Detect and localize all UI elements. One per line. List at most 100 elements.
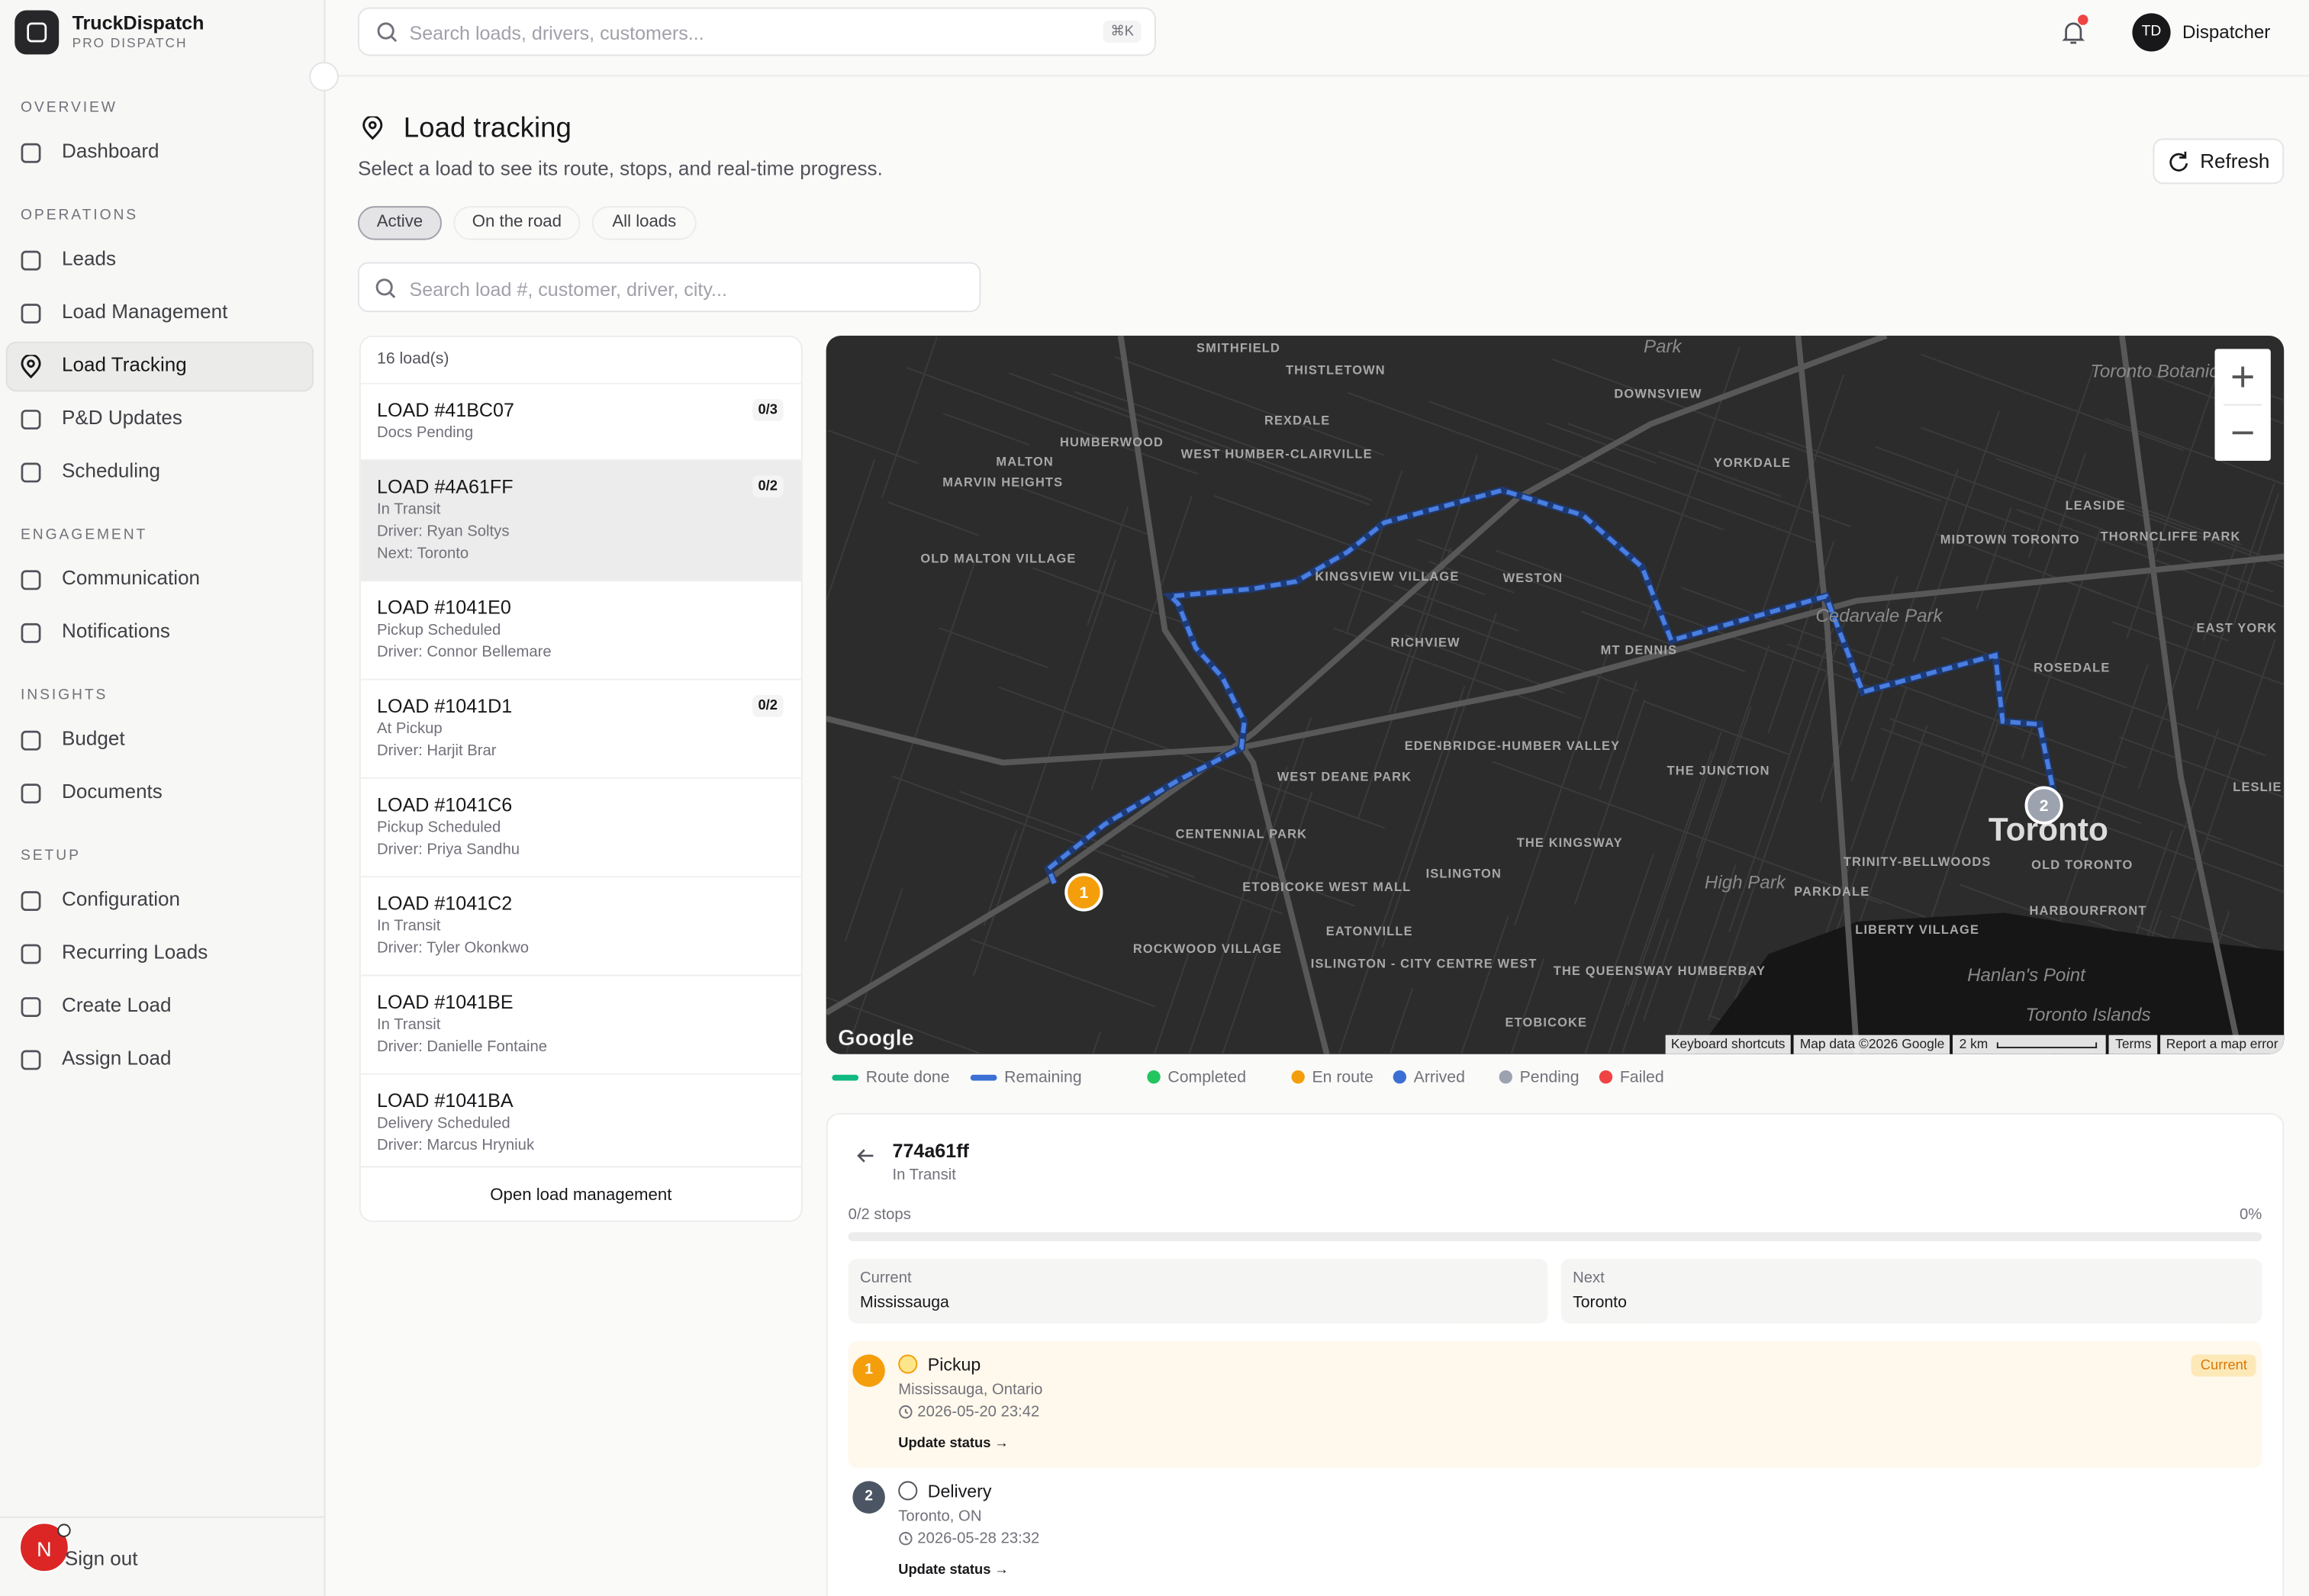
stop-marker-number: 1 bbox=[1079, 884, 1088, 902]
filter-pill[interactable]: On the road bbox=[453, 206, 581, 240]
attribution-item[interactable]: Map data ©2026 Google bbox=[1794, 1035, 1951, 1054]
street bbox=[2111, 621, 2285, 686]
nav-item[interactable]: Scheduling bbox=[62, 459, 160, 482]
street bbox=[2196, 483, 2275, 710]
street bbox=[1074, 391, 1373, 501]
nav-item[interactable]: Configuration bbox=[62, 887, 181, 910]
load-progress: 0/2 bbox=[752, 694, 784, 717]
load-id: LOAD #1041BE bbox=[377, 990, 514, 1013]
nav-item[interactable]: Budget bbox=[62, 727, 125, 750]
stop-number: 2 bbox=[852, 1481, 885, 1514]
collapse-button[interactable] bbox=[309, 62, 339, 92]
stop-number: 1 bbox=[852, 1354, 885, 1387]
user-initials[interactable]: TD bbox=[2132, 13, 2171, 52]
load-row[interactable]: LOAD #1041D1 0/2 At Pickup Driver: Harjit B… bbox=[360, 680, 801, 779]
load-search[interactable]: Search load #, customer, driver, city... bbox=[357, 262, 981, 313]
load-detail-panel: 774a61ff In Transit 0/2 stops 0% Current Miss… bbox=[826, 1112, 2285, 1596]
stop-type: Pickup bbox=[927, 1354, 981, 1376]
legend-swatch bbox=[1147, 1070, 1161, 1084]
sign-out[interactable]: Sign out bbox=[64, 1547, 138, 1570]
map-label: THORNCLIFFE PARK bbox=[2101, 530, 2241, 544]
load-progress: 0/2 bbox=[752, 475, 784, 498]
open-load-management[interactable]: Open load management bbox=[490, 1186, 672, 1205]
street bbox=[1880, 727, 2142, 825]
icon-shape bbox=[904, 1535, 909, 1541]
street bbox=[1707, 614, 1848, 1022]
icon-shape bbox=[21, 997, 41, 1017]
load-row[interactable]: LOAD #41BC07 0/3 Docs Pending bbox=[360, 384, 801, 462]
card-value: Toronto bbox=[1573, 1294, 1627, 1312]
nav-item[interactable]: Dashboard bbox=[62, 140, 159, 162]
nav-item[interactable]: Load Management bbox=[62, 300, 228, 323]
load-row[interactable]: LOAD #4A61FF 0/2 In Transit Driver: Ryan So… bbox=[360, 461, 801, 582]
refresh-button[interactable]: Refresh bbox=[2153, 138, 2285, 185]
street bbox=[1850, 687, 1908, 851]
street bbox=[972, 559, 1117, 977]
load-detail: At Pickup bbox=[377, 719, 443, 738]
nav-item[interactable]: Assign Load bbox=[62, 1047, 172, 1070]
map-label: YORKDALE bbox=[1714, 456, 1791, 470]
map-label: WEST DEANE PARK bbox=[1277, 770, 1412, 784]
nav-item[interactable]: Create Load bbox=[62, 993, 172, 1016]
load-detail: Driver: Ryan Soltys bbox=[377, 523, 510, 541]
load-row[interactable]: LOAD #1041E0 Pickup Scheduled Driver: Conn… bbox=[360, 581, 801, 681]
load-row[interactable]: LOAD #1041C6 Pickup Scheduled Driver: Priy… bbox=[360, 778, 801, 878]
attribution-item[interactable]: Keyboard shortcuts bbox=[1665, 1035, 1792, 1054]
street bbox=[1357, 547, 1452, 818]
icon-shape bbox=[377, 22, 394, 40]
attribution-item[interactable]: Report a map error bbox=[2160, 1035, 2285, 1054]
nav-item[interactable]: P&D Updates bbox=[62, 406, 182, 429]
icon-shape bbox=[27, 22, 47, 43]
nav-item[interactable]: Notifications bbox=[62, 619, 170, 642]
street bbox=[1115, 356, 1384, 456]
attribution-item[interactable]: Terms bbox=[2109, 1035, 2158, 1054]
street bbox=[1338, 685, 1466, 1054]
load-row[interactable]: LOAD #1041BA Delivery Scheduled Driver: Ma… bbox=[360, 1074, 801, 1166]
street bbox=[2118, 736, 2285, 799]
next-card: Next Toronto bbox=[1560, 1259, 2262, 1324]
street bbox=[1728, 627, 1834, 933]
street bbox=[2105, 418, 2285, 485]
load-id: LOAD #41BC07 bbox=[377, 398, 514, 421]
street bbox=[906, 366, 1199, 475]
highway bbox=[2119, 336, 2243, 1054]
zoom-controls[interactable] bbox=[2214, 349, 2271, 462]
street bbox=[939, 627, 1049, 669]
section-title: ENGAGEMENT bbox=[21, 526, 148, 544]
stop-time: 2026-05-28 23:32 bbox=[917, 1530, 1040, 1548]
notification-dot bbox=[2078, 14, 2088, 25]
nav-item[interactable]: Leads bbox=[62, 247, 117, 270]
icon-shape bbox=[21, 944, 41, 964]
filter-pill[interactable]: All loads bbox=[591, 206, 697, 240]
load-row[interactable]: LOAD #1041BE In Transit Driver: Danielle F… bbox=[360, 976, 801, 1075]
scale-bar bbox=[1997, 1042, 2098, 1049]
stop-location: Toronto, ON bbox=[898, 1508, 982, 1526]
nav-item[interactable]: Recurring Loads bbox=[62, 941, 208, 964]
nav-item[interactable]: Communication bbox=[62, 566, 201, 589]
shortcut-hint: ⌘K bbox=[1103, 21, 1142, 43]
nav-item[interactable]: Load Tracking bbox=[62, 353, 187, 376]
back-button bbox=[857, 1149, 874, 1163]
global-search[interactable]: Search loads, drivers, customers... ⌘K bbox=[357, 7, 1156, 56]
current-card: Current Mississauga bbox=[848, 1259, 1548, 1324]
street bbox=[1346, 470, 1403, 632]
nav-item[interactable]: Documents bbox=[62, 780, 163, 803]
map-label: RICHVIEW bbox=[1390, 636, 1460, 650]
map-attribution: Keyboard shortcuts Map data ©2026 Google 2… bbox=[1665, 1035, 2285, 1054]
load-count: 16 load(s) bbox=[377, 350, 449, 368]
map-label: WEST HUMBER-CLAIRVILLE bbox=[1181, 448, 1373, 462]
map-label: MIDTOWN TORONTO bbox=[1940, 533, 2080, 547]
filter-pill[interactable]: Active bbox=[357, 206, 442, 240]
user-avatar: N bbox=[19, 1522, 69, 1573]
load-detail: Delivery Scheduled bbox=[377, 1114, 510, 1133]
legend-swatch bbox=[1499, 1070, 1512, 1084]
stop-location: Mississauga, Ontario bbox=[898, 1381, 1043, 1399]
update-status[interactable]: Update status → bbox=[898, 1435, 1009, 1452]
icon bbox=[21, 462, 41, 483]
update-status[interactable]: Update status → bbox=[898, 1562, 1009, 1578]
map-label: Toronto Islands bbox=[2026, 1005, 2151, 1025]
street bbox=[998, 686, 1386, 829]
street bbox=[1607, 751, 1713, 1054]
load-row[interactable]: LOAD #1041C2 In Transit Driver: Tyler Okon… bbox=[360, 877, 801, 977]
icon bbox=[21, 623, 41, 643]
